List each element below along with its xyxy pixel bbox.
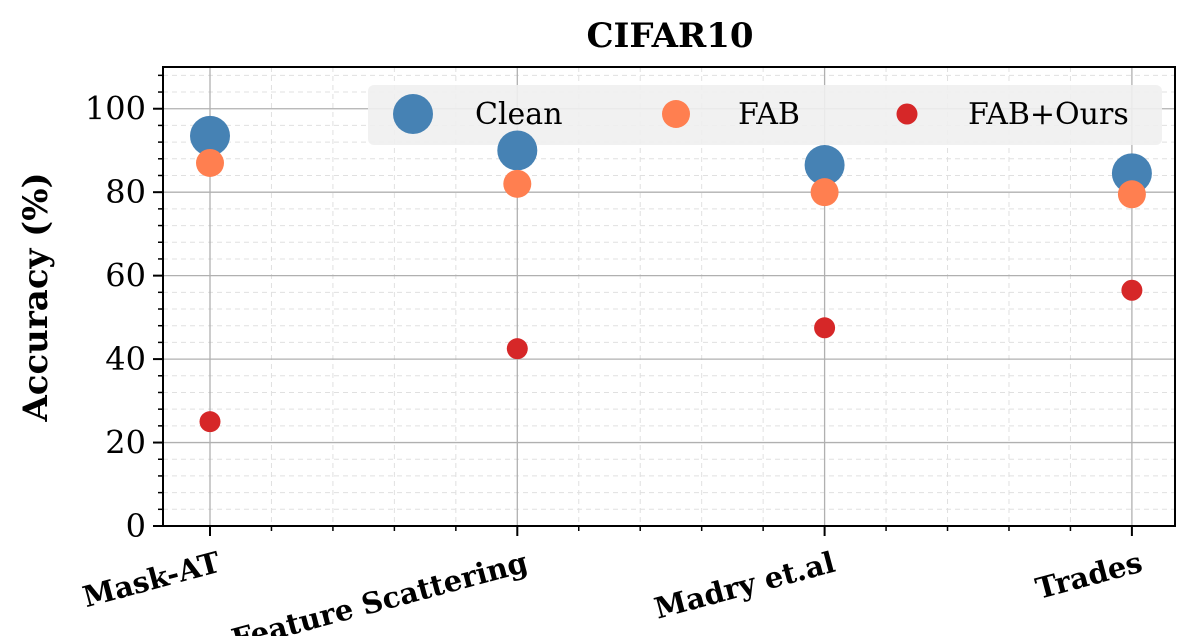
y-tick-label: 60 [105,257,146,295]
legend-label: Clean [475,97,563,132]
legend-marker-clean [393,94,433,134]
y-tick-label: 100 [85,90,146,128]
legend-label: FAB [738,97,800,132]
point-fab-ours-mask-at [199,411,221,433]
y-tick-label: 40 [105,340,146,378]
point-fab-feature-scattering [503,169,532,198]
x-tick-label: Feature Scattering [228,545,531,636]
y-tick-label: 80 [105,173,146,211]
x-tick-label: Trades [1032,545,1146,606]
data-points [190,115,1152,433]
point-clean-feature-scattering [497,130,538,171]
x-tick-label: Madry et.al [651,545,839,626]
point-fab-madry-et-al [810,178,839,207]
legend: Clean FAB FAB+Ours [368,85,1162,145]
axes [153,66,1176,536]
point-clean-madry-et-al [804,145,845,186]
legend-box [368,85,1162,145]
plot-frame [162,66,1176,527]
chart-title: CIFAR10 [586,16,753,56]
legend-marker-fab [662,100,690,128]
point-fab-ours-trades [1121,279,1143,301]
tick-labels: 0 20 40 60 80 100 Mask-AT Feature Scattering Mad… [79,90,1146,636]
point-clean-trades [1111,153,1152,194]
point-fab-ours-madry-et-al [814,317,836,339]
point-clean-mask-at [190,115,230,156]
legend-label: FAB+Ours [968,97,1129,132]
point-fab-mask-at [196,148,224,177]
y-tick-label: 20 [105,424,146,462]
point-fab-trades [1117,180,1146,209]
point-fab-ours-feature-scattering [506,338,528,360]
legend-marker-fab-ours [896,103,918,125]
y-tick-label: 0 [126,507,146,545]
y-axis-label: Accuracy (%) [16,172,56,422]
x-tick-label: Mask-AT [79,545,224,614]
